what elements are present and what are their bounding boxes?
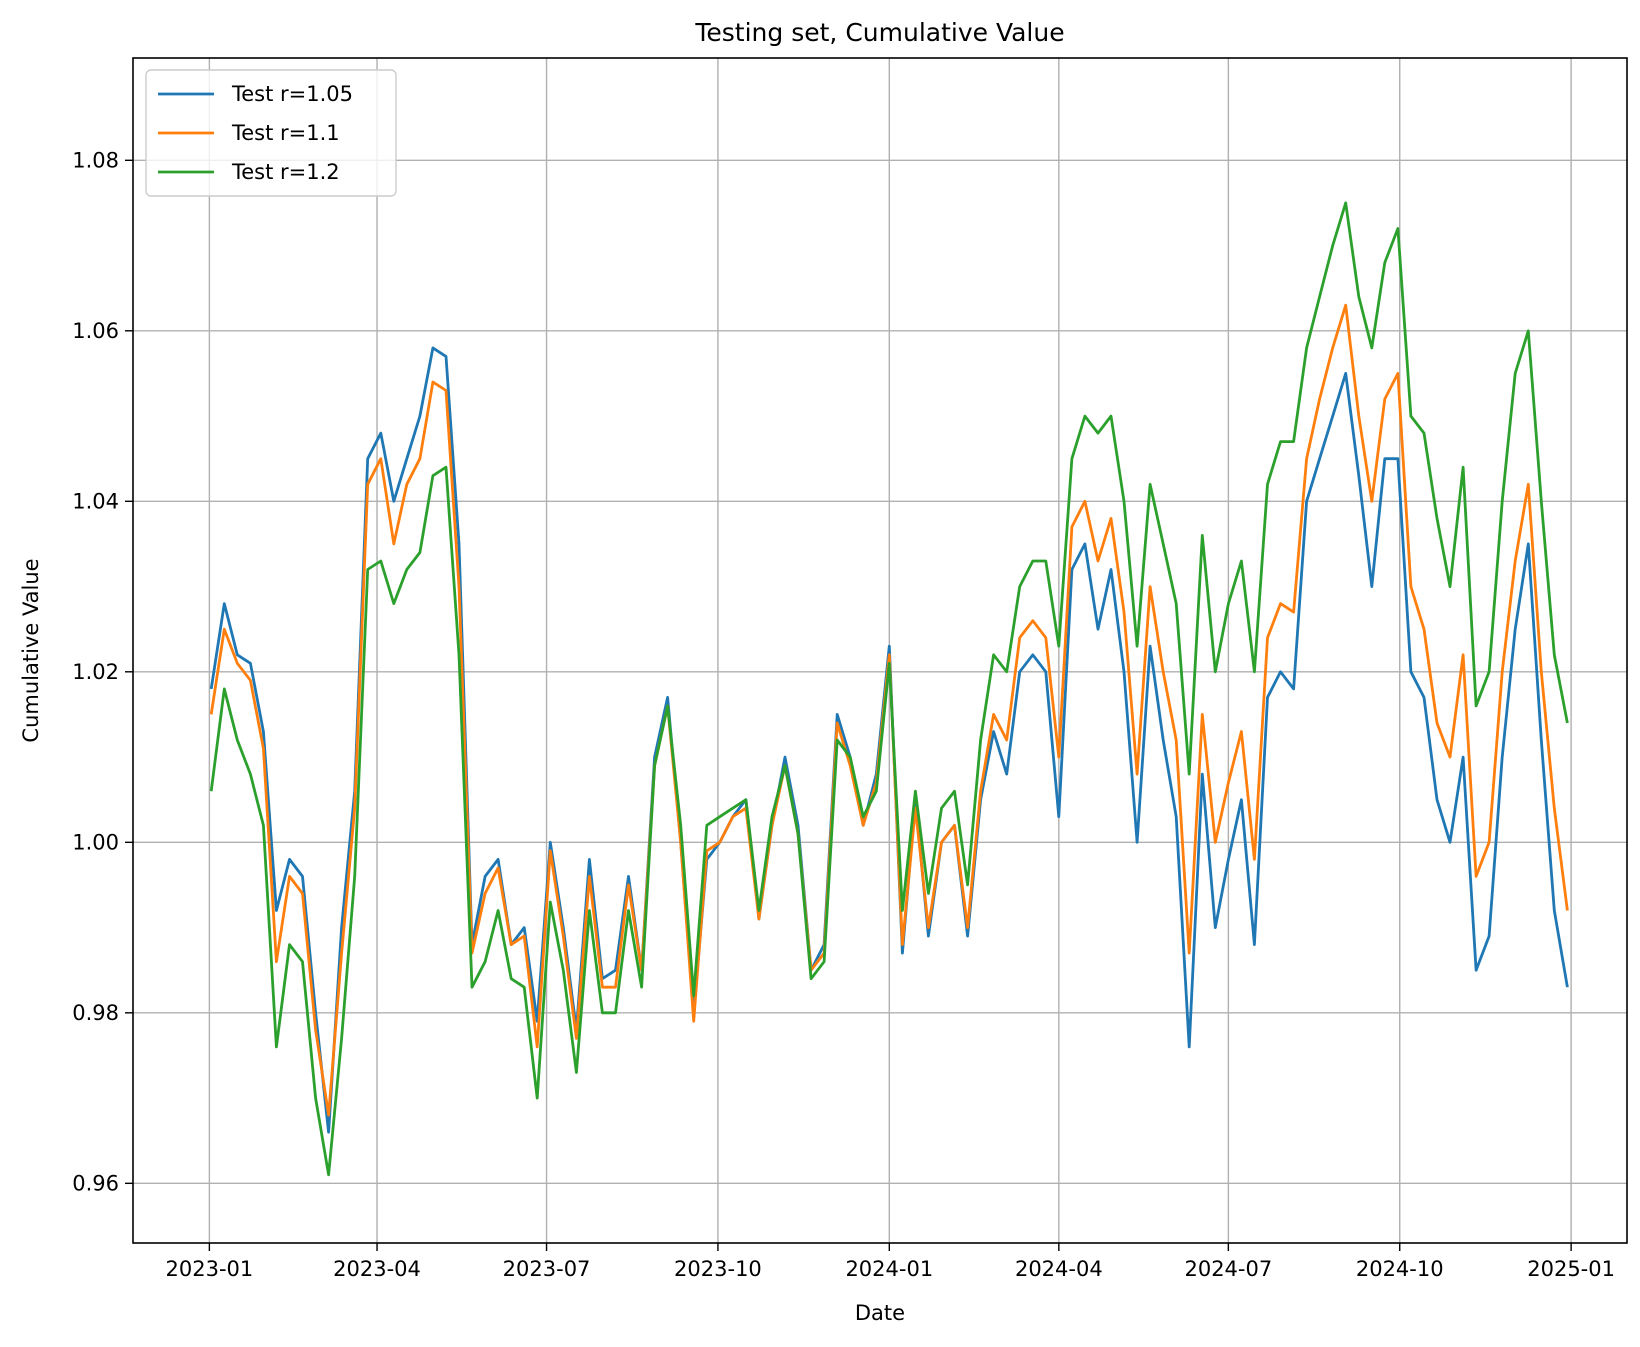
x-tick-label: 2023-07 xyxy=(503,1257,591,1281)
y-tick-label: 1.06 xyxy=(72,319,119,343)
x-tick-label: 2024-10 xyxy=(1356,1257,1444,1281)
x-axis-title: Date xyxy=(855,1301,905,1325)
legend: Test r=1.05 Test r=1.1 Test r=1.2 xyxy=(145,69,397,197)
x-tick-label: 2023-10 xyxy=(674,1257,762,1281)
series-line xyxy=(209,346,1569,1134)
x-tick-label: 2025-01 xyxy=(1527,1257,1615,1281)
legend-label: Test r=1.05 xyxy=(231,82,353,106)
x-tick-label: 2024-01 xyxy=(845,1257,933,1281)
x-tick-label: 2023-01 xyxy=(166,1257,254,1281)
y-tick-label: 1.02 xyxy=(72,660,119,684)
x-tick-label: 2024-07 xyxy=(1184,1257,1272,1281)
chart-title: Testing set, Cumulative Value xyxy=(694,18,1064,47)
x-tick-label: 2024-04 xyxy=(1015,1257,1103,1281)
y-axis-title: Cumulative Value xyxy=(19,558,43,742)
series-layer xyxy=(209,201,1569,1177)
y-tick-label: 1.00 xyxy=(72,830,119,854)
plot-frame xyxy=(132,57,1628,1244)
y-tick-label: 1.08 xyxy=(72,148,119,172)
y-tick-label: 0.96 xyxy=(72,1171,119,1195)
x-tick-label: 2023-04 xyxy=(333,1257,421,1281)
legend-label: Test r=1.1 xyxy=(231,121,340,145)
legend-box xyxy=(145,69,397,197)
y-axis: 0.96 0.98 1.00 1.02 1.04 1.06 1.08 xyxy=(72,148,133,1195)
series-line xyxy=(209,201,1569,1177)
y-tick-label: 1.04 xyxy=(72,489,119,513)
legend-label: Test r=1.2 xyxy=(231,160,340,184)
y-tick-label: 0.98 xyxy=(72,1001,119,1025)
x-axis: 2023-01 2023-04 2023-07 2023-10 2024-01 2024-… xyxy=(166,1243,1615,1281)
series-line xyxy=(209,303,1569,1117)
